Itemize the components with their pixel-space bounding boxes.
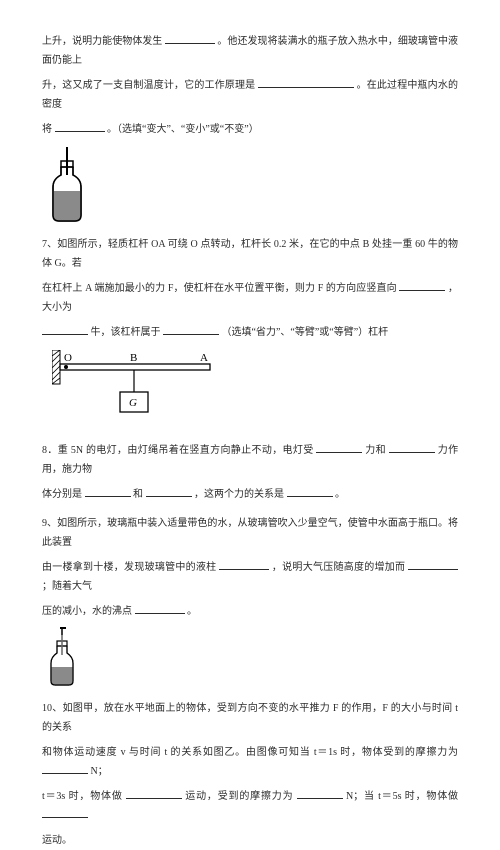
q7-line2: 在杠杆上 A 端施加最小的力 F，使杠杆在水平位置平衡，则力 F 的方向应竖直向… <box>42 279 458 317</box>
q9-blank3 <box>135 605 185 614</box>
q8-t2d: 。 <box>335 489 345 500</box>
q9-t2c: ；随着大气 <box>42 581 92 592</box>
q10-t2a: 和物体运动速度 v 与时间 t 的关系如图乙。由图像可知当 t＝1s 时，物体受… <box>42 747 458 758</box>
q7-line1: 7、如图所示，轻质杠杆 OA 可绕 O 点转动，杠杆长 0.2 米，在它的中点 … <box>42 235 458 273</box>
q10-blank2 <box>126 790 182 799</box>
q9-t2a: 由一楼拿到十楼，发现玻璃管中的液柱 <box>42 562 216 573</box>
q7-blank3 <box>163 326 219 335</box>
q10-t3c: N；当 t＝5s 时，物体做 <box>346 791 458 802</box>
q10-t1: 如图甲，放在水平地面上的物体，受到方向不变的水平推力 F 的作用，F 的大小与时… <box>42 703 458 733</box>
pressure-bottle-icon <box>42 627 82 689</box>
q7-blank2 <box>42 326 88 335</box>
q9-t2b: ，说明大气压随高度的增加而 <box>272 562 405 573</box>
q10-line1: 10、如图甲，放在水平地面上的物体，受到方向不变的水平推力 F 的作用，F 的大… <box>42 699 458 737</box>
q6-line2a: 升，这又成了一支自制温度计，它的工作原理是 <box>42 80 255 91</box>
q10-line2: 和物体运动速度 v 与时间 t 的关系如图乙。由图像可知当 t＝1s 时，物体受… <box>42 743 458 781</box>
q10-t4: 运动。 <box>42 835 72 846</box>
q7-t1: 如图所示，轻质杠杆 OA 可绕 O 点转动，杠杆长 0.2 米，在它的中点 B … <box>42 239 458 269</box>
q8-t1a: 重 5N 的电灯，由灯绳吊着在竖直方向静止不动，电灯受 <box>58 445 314 456</box>
q8-blank3 <box>85 488 131 497</box>
q9-line1: 9、如图所示，玻璃瓶中装入适量带色的水，从玻璃管吹入少量空气，使管中水面高于瓶口… <box>42 514 458 552</box>
q7-t3a: 牛，该杠杆属于 <box>91 327 161 338</box>
label-G: G <box>129 397 137 409</box>
q7-blank1 <box>399 282 445 291</box>
q8-num: 8． <box>42 445 58 456</box>
q9-line2: 由一楼拿到十楼，发现玻璃管中的液柱 ，说明大气压随高度的增加而 ；随着大气 <box>42 558 458 596</box>
q7-line3: 牛，该杠杆属于 （选填“省力”、“等臂”或“等臂”）杠杆 <box>42 323 458 342</box>
q10-num: 10、 <box>42 703 63 714</box>
q8-t2a: 体分别是 <box>42 489 82 500</box>
q10-line3: t＝3s 时，物体做 运动，受到的摩擦力为 N；当 t＝5s 时，物体做 <box>42 787 458 825</box>
label-A: A <box>200 352 208 364</box>
q6-blank1 <box>165 35 215 44</box>
q9-blank1 <box>219 561 269 570</box>
q8-t2b: 和 <box>133 489 143 500</box>
q6-line3a: 将 <box>42 124 52 135</box>
q8-line2: 体分别是 和 ，这两个力的关系是 。 <box>42 485 458 504</box>
q10-blank3 <box>297 790 343 799</box>
q8-blank1 <box>316 444 362 453</box>
q10-t3a: t＝3s 时，物体做 <box>42 791 123 802</box>
q9-line3: 压的减小，水的沸点 。 <box>42 602 458 621</box>
q7-t3b: （选填“省力”、“等臂”或“等臂”）杠杆 <box>222 327 389 338</box>
q9-figure <box>42 627 458 689</box>
lever-diagram: O B G A <box>52 350 222 420</box>
q8-blank5 <box>287 488 333 497</box>
q9-num: 9、 <box>42 518 57 529</box>
q6-blank3 <box>55 123 105 132</box>
q8-t2c: ，这两个力的关系是 <box>194 489 284 500</box>
q9-t3b: 。 <box>187 606 197 617</box>
q7-figure: O B G A <box>52 350 458 427</box>
q9-blank2 <box>408 561 458 570</box>
q6-line1a: 上升，说明力能使物体发生 <box>42 36 162 47</box>
q10-line4: 运动。 <box>42 831 458 850</box>
q7-t2a: 在杠杆上 A 端施加最小的力 F，使杠杆在水平位置平衡，则力 F 的方向应竖直向 <box>42 283 397 294</box>
q9-t1: 如图所示，玻璃瓶中装入适量带色的水，从玻璃管吹入少量空气，使管中水面高于瓶口。将… <box>42 518 458 548</box>
q6-line3b: 。（选填“变大”、“变小”或“不变”） <box>107 124 259 135</box>
label-O: O <box>64 352 72 364</box>
label-B: B <box>130 352 137 364</box>
q8-blank4 <box>146 488 192 497</box>
q8-t1b: 力和 <box>365 445 386 456</box>
q9-t3a: 压的减小，水的沸点 <box>42 606 132 617</box>
q8-blank2 <box>389 444 435 453</box>
q10-t2b: N； <box>91 766 108 777</box>
q6-figure <box>42 145 458 225</box>
bottle-icon <box>42 145 92 225</box>
q6-line3: 将 。（选填“变大”、“变小”或“不变”） <box>42 120 458 139</box>
q6-line2: 升，这又成了一支自制温度计，它的工作原理是 。在此过程中瓶内水的密度 <box>42 76 458 114</box>
q6-blank2 <box>258 79 354 88</box>
q10-blank1 <box>42 765 88 774</box>
q6-line1: 上升，说明力能使物体发生 。他还发现将装满水的瓶子放入热水中，细玻璃管中液面仍能… <box>42 32 458 70</box>
q7-num: 7、 <box>42 239 57 250</box>
q10-t3b: 运动，受到的摩擦力为 <box>185 791 293 802</box>
q10-blank4 <box>42 809 88 818</box>
q8-line1: 8．重 5N 的电灯，由灯绳吊着在竖直方向静止不动，电灯受 力和 力作用，施力物 <box>42 441 458 479</box>
